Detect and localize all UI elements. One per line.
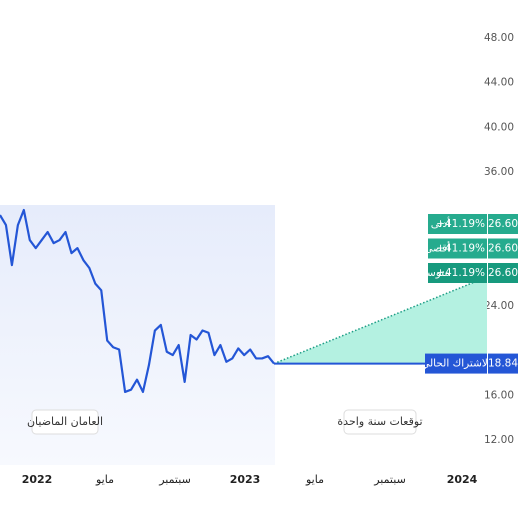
annotation: توقعات سنة واحدة [337, 415, 422, 428]
forecast-name: متوسط [417, 267, 450, 279]
x-tick-label: 2022 [22, 473, 53, 486]
forecast-box [428, 214, 487, 234]
y-tick-label: 16.00 [484, 389, 514, 401]
x-tick-label: 2024 [447, 473, 478, 486]
annotation-box [31, 409, 99, 435]
annotation: العامان الماضيان [27, 415, 103, 428]
y-tick-label: 44.00 [484, 77, 514, 89]
forecast-value: 26.60 [488, 218, 518, 230]
annotation-box [343, 409, 417, 435]
forecast-change: +41.19% [436, 218, 485, 230]
forecast-change: +41.19% [436, 267, 485, 279]
x-tick-label: 2023 [230, 473, 261, 486]
y-tick-label: 24.00 [484, 300, 514, 312]
forecast-value-box [488, 238, 518, 259]
y-tick-label: 12.00 [484, 434, 514, 446]
forecast-box [428, 263, 487, 283]
y-tick-label: 36.00 [484, 166, 514, 178]
forecast-area [274, 276, 487, 364]
forecast-name: أقصى [424, 241, 450, 255]
forecast-value-box [488, 263, 518, 283]
current-box [425, 353, 487, 374]
current-value-box [488, 353, 518, 374]
forecast-box [428, 238, 487, 259]
x-tick-label: مايو [95, 473, 114, 486]
current-label: الاشتراك الحالي [421, 358, 491, 370]
y-tick-label: 40.00 [484, 121, 514, 133]
price-line [0, 208, 275, 394]
forecast-value: 26.60 [488, 267, 518, 279]
forecast-name: أدنى [431, 216, 450, 230]
current-value: 18.84 [488, 358, 518, 370]
x-tick-label: مايو [305, 473, 324, 486]
x-tick-label: سبتمبر [373, 473, 406, 486]
forecast-change: +41.19% [436, 243, 485, 255]
x-tick-label: سبتمبر [158, 473, 191, 486]
forecast-value-box [488, 214, 518, 234]
forecast-value: 26.60 [488, 243, 518, 255]
y-tick-label: 48.00 [484, 32, 514, 44]
